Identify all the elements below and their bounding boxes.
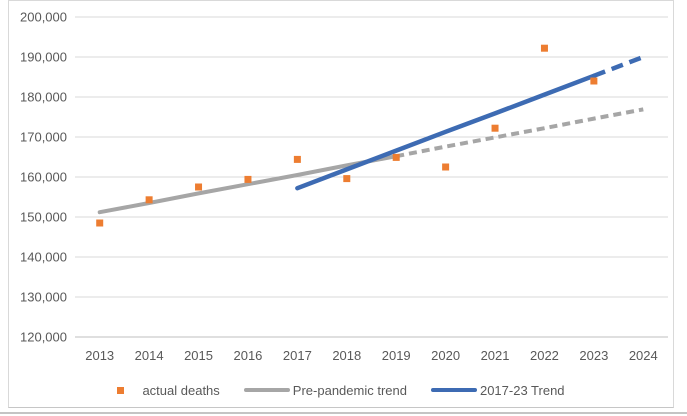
series-line-2017-23-trend[interactable]: [295, 73, 597, 191]
series-forecast-2017-23-trend[interactable]: [593, 54, 645, 78]
legend-line-icon: [430, 387, 477, 393]
legend-item-actual-deaths[interactable]: actual deaths: [117, 382, 220, 398]
y-tick-label: 130,000: [20, 290, 67, 305]
x-tick-label: 2024: [629, 348, 658, 363]
marker-actual-deaths-2019[interactable]: [392, 153, 400, 161]
bottom-divider: [0, 412, 687, 414]
y-tick-label: 190,000: [20, 50, 67, 65]
marker-actual-deaths-2020[interactable]: [442, 163, 450, 171]
chart-frame: [8, 0, 674, 408]
y-tick-label: 180,000: [20, 90, 67, 105]
marker-actual-deaths-2016[interactable]: [244, 175, 252, 183]
marker-actual-deaths-2022[interactable]: [540, 44, 548, 52]
series-line-pre-pandemic-trend[interactable]: [97, 154, 399, 215]
y-tick-label: 150,000: [20, 210, 67, 225]
legend-line-icon: [243, 388, 290, 392]
legend-label: Pre-pandemic trend: [292, 382, 407, 398]
x-tick-label: 2018: [332, 348, 361, 363]
y-tick-label: 120,000: [20, 330, 67, 345]
marker-actual-deaths-2018[interactable]: [343, 175, 351, 183]
marker-actual-deaths-2015[interactable]: [195, 183, 203, 191]
y-tick-label: 170,000: [20, 130, 67, 145]
y-tick-label: 200,000: [20, 10, 67, 25]
x-tick-label: 2014: [135, 348, 164, 363]
x-tick-label: 2013: [85, 348, 114, 363]
x-tick-label: 2020: [431, 348, 460, 363]
x-tick-label: 2019: [382, 348, 411, 363]
marker-actual-deaths-2023[interactable]: [590, 77, 598, 85]
x-tick-label: 2023: [579, 348, 608, 363]
y-tick-label: 160,000: [20, 170, 67, 185]
legend-item-2017-23-trend[interactable]: 2017-23 Trend: [430, 382, 565, 398]
x-tick-label: 2022: [530, 348, 559, 363]
legend-label: 2017-23 Trend: [479, 382, 565, 398]
marker-actual-deaths-2017[interactable]: [293, 155, 301, 163]
marker-actual-deaths-2013[interactable]: [96, 219, 104, 227]
legend-label: actual deaths: [142, 382, 220, 398]
legend-marker-square-icon: [117, 386, 125, 394]
series-forecast-pre-pandemic-trend[interactable]: [395, 107, 644, 159]
chart-legend: actual deaths Pre-pandemic trend 2017-23 T…: [8, 378, 674, 402]
y-tick-label: 140,000: [20, 250, 67, 265]
marker-actual-deaths-2021[interactable]: [491, 124, 499, 132]
x-tick-label: 2021: [481, 348, 510, 363]
marker-actual-deaths-2014[interactable]: [145, 196, 153, 204]
x-tick-label: 2017: [283, 348, 312, 363]
x-tick-label: 2015: [184, 348, 213, 363]
legend-item-pre-pandemic-trend[interactable]: Pre-pandemic trend: [243, 382, 407, 398]
x-tick-label: 2016: [233, 348, 262, 363]
